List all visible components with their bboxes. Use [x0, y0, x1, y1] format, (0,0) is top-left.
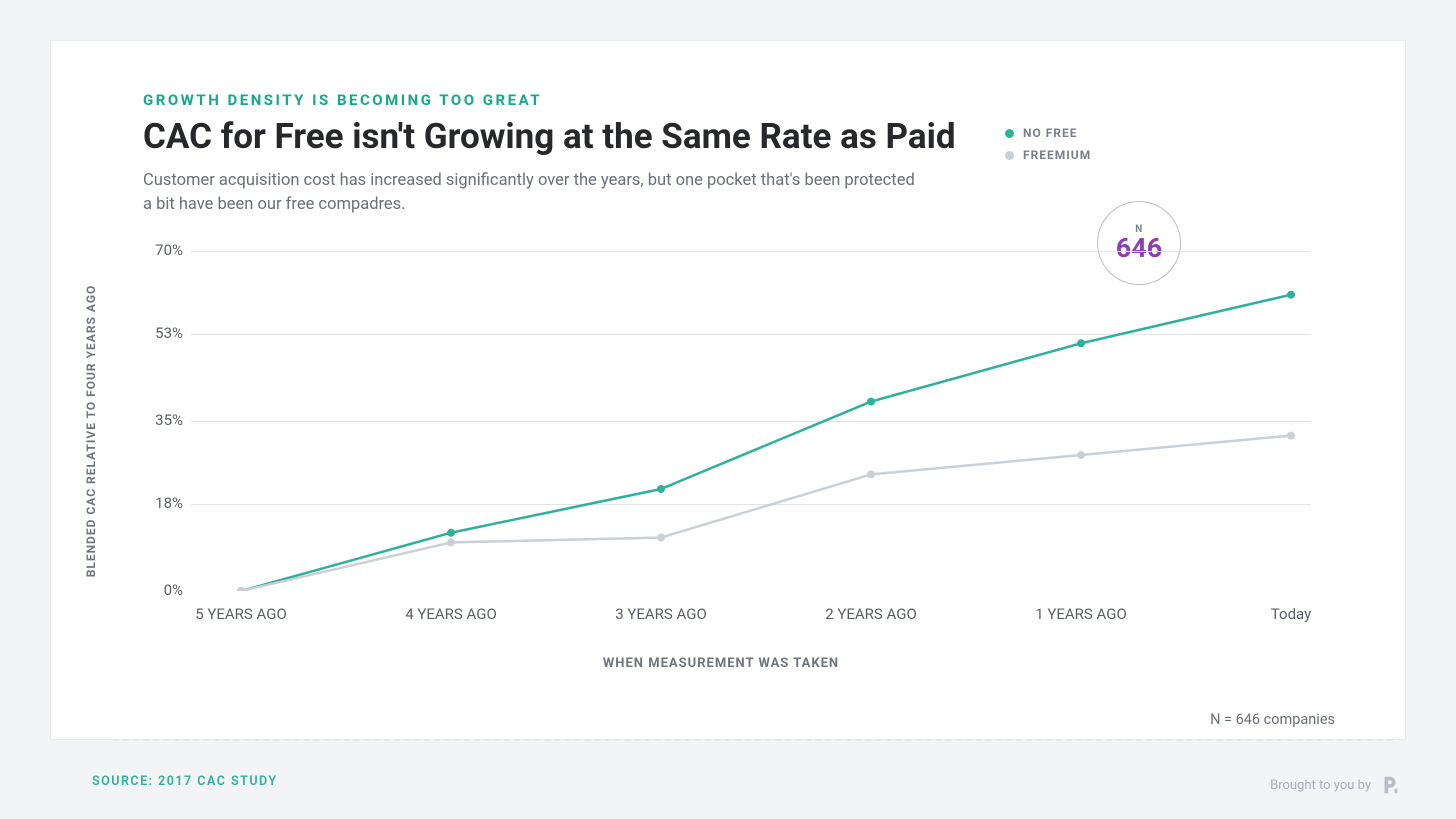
legend-label-no-free: NO FREE — [1023, 126, 1078, 140]
y-tick-label: 18% — [133, 494, 183, 512]
brand-logo-icon — [1379, 774, 1401, 796]
description-text: Customer acquisition cost has increased … — [143, 169, 923, 217]
x-tick-label: Today — [1271, 605, 1311, 623]
y-tick-label: 70% — [133, 241, 183, 259]
series-marker — [1287, 432, 1295, 440]
series-marker — [1077, 339, 1085, 347]
chart-card: GROWTH DENSITY IS BECOMING TOO GREAT CAC… — [50, 40, 1406, 740]
brought-by: Brought to you by — [1270, 774, 1401, 796]
series-marker — [1077, 451, 1085, 459]
source-label: SOURCE: 2017 CAC STUDY — [92, 774, 278, 789]
legend-dot-freemium — [1005, 151, 1014, 160]
y-tick-label: 53% — [133, 324, 183, 342]
series-line — [241, 295, 1291, 591]
x-tick-label: 2 YEARS AGO — [825, 605, 917, 623]
line-chart-svg — [191, 251, 1311, 591]
y-tick-label: 35% — [133, 411, 183, 429]
series-marker — [657, 485, 665, 493]
series-marker — [657, 534, 665, 542]
chart-area: BLENDED CAC RELATIVE TO FOUR YEARS AGO W… — [91, 231, 1351, 671]
x-tick-label: 4 YEARS AGO — [405, 605, 497, 623]
legend: NO FREE FREEMIUM — [1005, 126, 1091, 170]
legend-label-freemium: FREEMIUM — [1023, 148, 1091, 162]
page-title: CAC for Free isn't Growing at the Same R… — [143, 116, 956, 157]
series-marker — [867, 398, 875, 406]
series-marker — [867, 470, 875, 478]
brought-text: Brought to you by — [1270, 778, 1371, 793]
y-tick-label: 0% — [133, 581, 183, 599]
series-marker — [447, 538, 455, 546]
footnote-text: N = 646 companies — [1210, 711, 1335, 728]
x-tick-label: 3 YEARS AGO — [615, 605, 707, 623]
x-tick-label: 1 YEARS AGO — [1035, 605, 1127, 623]
x-tick-label: 5 YEARS AGO — [195, 605, 287, 623]
y-axis-label: BLENDED CAC RELATIVE TO FOUR YEARS AGO — [84, 285, 98, 578]
series-marker — [447, 529, 455, 537]
x-axis-label: WHEN MEASUREMENT WAS TAKEN — [603, 656, 839, 671]
eyebrow-label: GROWTH DENSITY IS BECOMING TOO GREAT — [143, 91, 542, 109]
legend-item-no-free: NO FREE — [1005, 126, 1091, 140]
series-marker — [237, 587, 245, 591]
card-divider — [113, 739, 1393, 741]
legend-item-freemium: FREEMIUM — [1005, 148, 1091, 162]
series-line — [241, 436, 1291, 591]
series-marker — [1287, 291, 1295, 299]
legend-dot-no-free — [1005, 129, 1014, 138]
